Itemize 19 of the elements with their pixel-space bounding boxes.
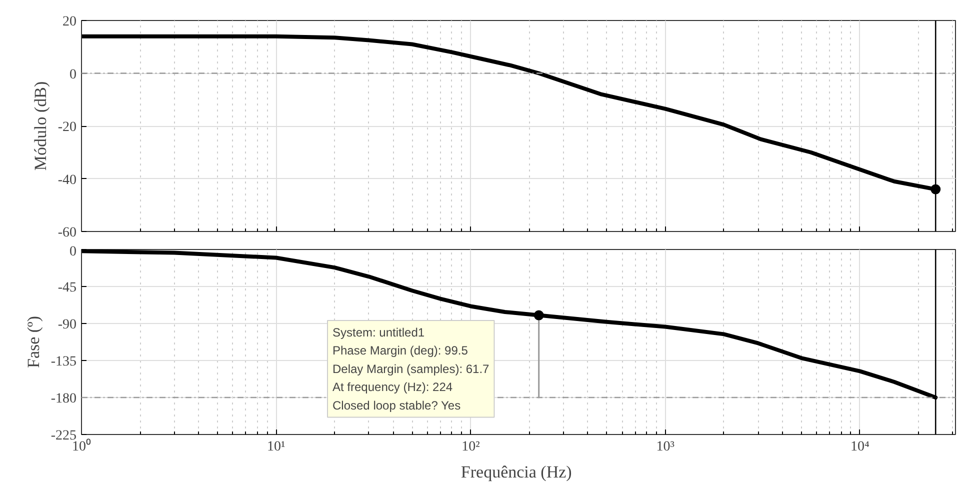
x-tick-label: 10⁴ [850, 440, 870, 454]
x-tick-label: 10⁰ [72, 438, 91, 454]
x-tick-label: 10² [462, 440, 480, 454]
y-axis-title: Fase (º) [24, 316, 43, 368]
y-tick-label: -90 [58, 318, 77, 332]
y-tick-label: -40 [58, 172, 77, 188]
y-tick-label: 0 [70, 67, 76, 82]
y-tick-label: 0 [70, 244, 76, 260]
y-tick-label: -135 [50, 354, 77, 370]
y-tick-label: -60 [58, 226, 77, 240]
y-axis-title: Módulo (dB) [30, 81, 50, 171]
y-tick-label: -180 [50, 392, 77, 406]
y-tick-label: -45 [58, 280, 77, 296]
annotation: System: untitled1 Phase Margin (deg): 99.5 Delay Margin (samples): 61.7 At frequency (Hz): 224 Closed loop stable? Yes [332, 326, 490, 412]
y-tick-label: 20 [62, 14, 76, 30]
x-axis-title: Frequência (Hz) [460, 462, 572, 482]
y-tick-label: -20 [58, 120, 77, 135]
x-tick-label: 10¹ [266, 440, 286, 454]
x-tick-label: 10³ [656, 440, 674, 454]
